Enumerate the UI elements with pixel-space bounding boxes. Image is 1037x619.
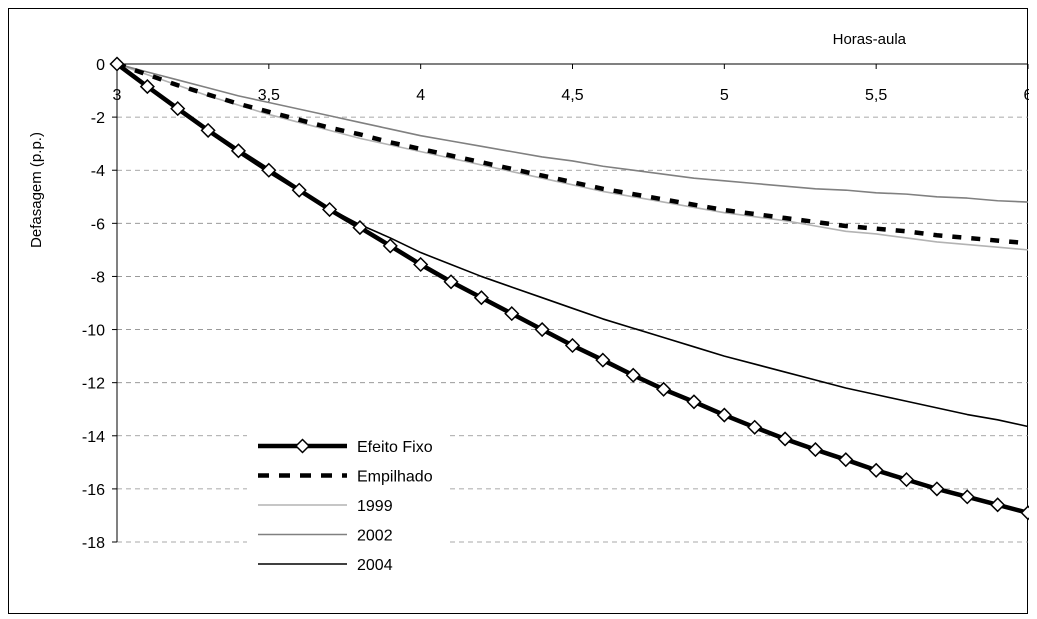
data-point-efeito-fixo xyxy=(990,497,1006,513)
data-point-efeito-fixo xyxy=(838,452,854,468)
data-point-efeito-fixo xyxy=(959,489,975,505)
legend-background xyxy=(247,429,447,589)
x-tick-label: 4 xyxy=(416,87,425,104)
x-axis-title: Horas-aula xyxy=(833,31,907,48)
legend-label: Efeito Fixo xyxy=(357,439,433,456)
legend-label: 2004 xyxy=(357,557,393,574)
data-point-efeito-fixo xyxy=(139,79,155,95)
data-point-efeito-fixo xyxy=(261,162,277,178)
legend: Efeito Fixo Empilhado 1999 2002 2004 xyxy=(247,429,447,589)
y-axis-title: Defasagem (p.p.) xyxy=(28,132,45,248)
data-point-efeito-fixo xyxy=(322,201,338,218)
data-point-efeito-fixo xyxy=(413,256,429,273)
data-point-efeito-fixo xyxy=(686,394,702,410)
data-point-efeito-fixo xyxy=(625,367,641,383)
chart-frame: 0 -2 -4 -6 -8 -10 -12 -14 -16 -18 3 3,5 4 4,5 5 5,5 6 Ef… xyxy=(8,8,1029,614)
y-tick-label: -2 xyxy=(91,110,105,127)
series-line-1999 xyxy=(116,63,1029,251)
line-chart: 0 -2 -4 -6 -8 -10 -12 -14 -16 -18 3 3,5 4 4,5 5 5,5 6 Ef… xyxy=(28,31,1029,589)
series-line-2002 xyxy=(116,63,1029,203)
data-point-efeito-fixo xyxy=(291,182,307,198)
y-tick-label: -18 xyxy=(82,535,105,552)
series-line-empilhado xyxy=(116,61,1029,246)
gridlines xyxy=(117,116,1028,543)
x-tick-label: 4,5 xyxy=(561,87,583,104)
x-tick-label: 3,5 xyxy=(258,87,280,104)
data-point-efeito-fixo xyxy=(564,337,581,354)
series-line-2004 xyxy=(116,63,1029,428)
x-tick-label: 5,5 xyxy=(865,87,887,104)
axes: 0 -2 -4 -6 -8 -10 -12 -14 -16 -18 3 3,5 4 4,5 5 5,5 6 xyxy=(82,57,1029,552)
data-point-efeito-fixo xyxy=(868,462,884,478)
y-tick-label: -12 xyxy=(82,376,105,393)
data-point-efeito-fixo xyxy=(352,220,368,236)
data-point-efeito-fixo xyxy=(534,321,550,338)
y-tick-label: 0 xyxy=(96,57,105,74)
data-point-efeito-fixo xyxy=(504,306,520,322)
x-tick-label: 6 xyxy=(1024,87,1029,104)
data-point-efeito-fixo xyxy=(898,472,915,488)
legend-label: 1999 xyxy=(357,498,393,515)
legend-diamond-marker xyxy=(294,438,311,454)
data-point-efeito-fixo xyxy=(807,442,823,458)
x-tick-label: 3 xyxy=(113,87,122,104)
y-tick-label: -6 xyxy=(91,216,105,233)
data-point-efeito-fixo xyxy=(382,238,398,254)
y-tick-label: -10 xyxy=(82,323,105,340)
data-point-efeito-fixo xyxy=(443,274,459,290)
data-point-efeito-fixo xyxy=(473,290,489,306)
legend-label: Empilhado xyxy=(357,469,433,486)
legend-label: 2002 xyxy=(357,528,393,545)
data-point-efeito-fixo xyxy=(929,481,945,497)
data-point-efeito-fixo xyxy=(200,122,216,138)
series-markers xyxy=(109,56,1029,521)
data-point-efeito-fixo xyxy=(109,56,125,72)
y-tick-label: -4 xyxy=(91,163,105,180)
data-point-efeito-fixo xyxy=(747,419,763,435)
data-point-efeito-fixo xyxy=(595,352,611,368)
data-point-efeito-fixo xyxy=(656,381,672,397)
x-tick-label: 5 xyxy=(720,87,729,104)
data-point-efeito-fixo xyxy=(170,101,186,117)
y-tick-label: -16 xyxy=(82,482,105,499)
data-point-efeito-fixo xyxy=(777,431,793,447)
data-point-efeito-fixo xyxy=(716,407,732,423)
y-tick-label: -8 xyxy=(91,269,105,286)
y-tick-label: -14 xyxy=(82,429,105,446)
data-point-efeito-fixo xyxy=(1020,505,1029,521)
data-point-efeito-fixo xyxy=(230,143,247,159)
